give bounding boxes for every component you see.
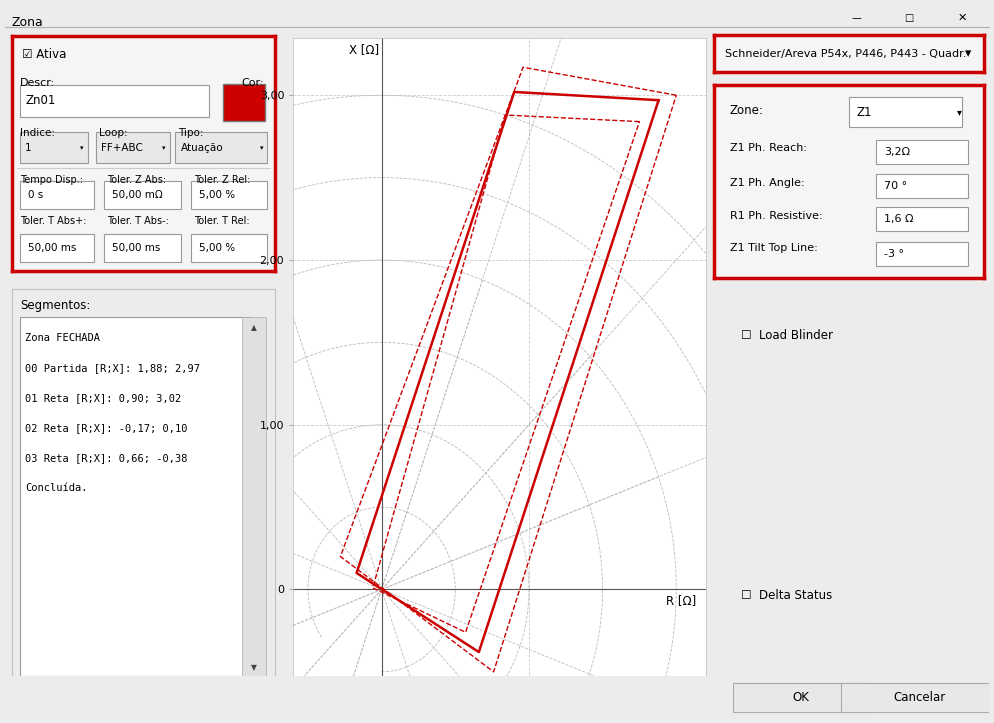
Text: Concluída.: Concluída. <box>25 483 87 493</box>
Text: —: — <box>852 13 862 23</box>
FancyBboxPatch shape <box>876 140 968 164</box>
Text: Zone:: Zone: <box>730 104 763 117</box>
FancyBboxPatch shape <box>191 181 267 209</box>
Text: Toler. Z Abs:: Toler. Z Abs: <box>106 175 166 185</box>
Text: 1: 1 <box>25 142 32 153</box>
Text: ☑ Ativa: ☑ Ativa <box>23 48 67 61</box>
FancyBboxPatch shape <box>876 241 968 266</box>
Text: 00 Partida [R;X]: 1,88; 2,97: 00 Partida [R;X]: 1,88; 2,97 <box>25 363 200 373</box>
Text: Cancelar: Cancelar <box>893 691 945 704</box>
Text: -3 °: -3 ° <box>884 249 904 259</box>
FancyBboxPatch shape <box>175 132 267 163</box>
Text: 01 Reta [R;X]: 0,90; 3,02: 01 Reta [R;X]: 0,90; 3,02 <box>25 393 181 403</box>
Text: 50,00 mΩ: 50,00 mΩ <box>112 189 163 200</box>
FancyBboxPatch shape <box>96 132 170 163</box>
Text: Tipo:: Tipo: <box>178 128 204 138</box>
Text: Atuação: Atuação <box>181 142 223 153</box>
Text: ▲: ▲ <box>251 323 257 332</box>
Text: Z1: Z1 <box>857 106 873 119</box>
Text: ▼: ▼ <box>251 663 257 672</box>
Text: ☐  Delta Status: ☐ Delta Status <box>741 589 832 602</box>
Text: Z1 Ph. Angle:: Z1 Ph. Angle: <box>730 178 804 187</box>
FancyBboxPatch shape <box>20 317 251 676</box>
Text: R1 Ph. Resistive:: R1 Ph. Resistive: <box>730 210 823 221</box>
FancyBboxPatch shape <box>849 97 962 127</box>
Text: 50,00 ms: 50,00 ms <box>28 243 77 252</box>
FancyBboxPatch shape <box>191 234 267 262</box>
Text: 5,00 %: 5,00 % <box>199 243 235 252</box>
Text: 3,2Ω: 3,2Ω <box>884 147 911 157</box>
Text: Zona FECHADA: Zona FECHADA <box>25 333 100 343</box>
Text: 0 s: 0 s <box>28 189 43 200</box>
Text: Toler. Z Rel:: Toler. Z Rel: <box>194 175 250 185</box>
Text: ✕: ✕ <box>957 13 967 23</box>
Text: ▾: ▾ <box>957 107 962 117</box>
FancyBboxPatch shape <box>20 181 93 209</box>
Text: Tempo Disp.:: Tempo Disp.: <box>20 175 83 185</box>
Text: R [Ω]: R [Ω] <box>666 594 696 607</box>
Text: ▾: ▾ <box>81 145 83 151</box>
FancyBboxPatch shape <box>841 683 994 712</box>
Text: Schneider/Areva P54x, P446, P443 - Quadr.: Schneider/Areva P54x, P446, P443 - Quadr… <box>725 48 966 59</box>
Text: ▾: ▾ <box>162 145 166 151</box>
Text: Toler. T Abs+:: Toler. T Abs+: <box>20 216 86 226</box>
FancyBboxPatch shape <box>104 181 181 209</box>
Text: 70 °: 70 ° <box>884 181 908 191</box>
FancyBboxPatch shape <box>20 234 93 262</box>
Text: ☐  Load Blinder: ☐ Load Blinder <box>741 329 833 342</box>
FancyBboxPatch shape <box>876 207 968 231</box>
Text: □: □ <box>904 13 913 23</box>
Text: 5,00 %: 5,00 % <box>199 189 235 200</box>
Text: ▾: ▾ <box>965 47 971 60</box>
Text: Z1 Tilt Top Line:: Z1 Tilt Top Line: <box>730 244 818 254</box>
Text: 50,00 ms: 50,00 ms <box>112 243 160 252</box>
Text: Segmentos:: Segmentos: <box>20 299 90 312</box>
Text: Descr:: Descr: <box>20 79 55 88</box>
FancyBboxPatch shape <box>734 683 869 712</box>
Text: Z1 Ph. Reach:: Z1 Ph. Reach: <box>730 142 807 153</box>
Text: 03 Reta [R;X]: 0,66; -0,38: 03 Reta [R;X]: 0,66; -0,38 <box>25 453 188 463</box>
FancyBboxPatch shape <box>876 174 968 198</box>
Text: 02 Reta [R;X]: -0,17; 0,10: 02 Reta [R;X]: -0,17; 0,10 <box>25 423 188 433</box>
Text: ▾: ▾ <box>259 145 263 151</box>
FancyBboxPatch shape <box>104 234 181 262</box>
Text: 1,6 Ω: 1,6 Ω <box>884 214 913 223</box>
FancyBboxPatch shape <box>223 85 264 121</box>
Text: FF+ABC: FF+ABC <box>101 142 143 153</box>
Text: Loop:: Loop: <box>98 128 127 138</box>
FancyBboxPatch shape <box>20 132 88 163</box>
Text: OK: OK <box>792 691 809 704</box>
Text: Zona: Zona <box>12 16 44 29</box>
Text: Zn01: Zn01 <box>25 94 56 107</box>
FancyBboxPatch shape <box>243 317 266 676</box>
Text: X [Ω]: X [Ω] <box>349 43 379 56</box>
Text: Toler. T Abs-:: Toler. T Abs-: <box>106 216 169 226</box>
Text: Cor:: Cor: <box>242 79 263 88</box>
Text: Indice:: Indice: <box>20 128 55 138</box>
Text: Toler. T Rel:: Toler. T Rel: <box>194 216 249 226</box>
FancyBboxPatch shape <box>20 85 210 117</box>
